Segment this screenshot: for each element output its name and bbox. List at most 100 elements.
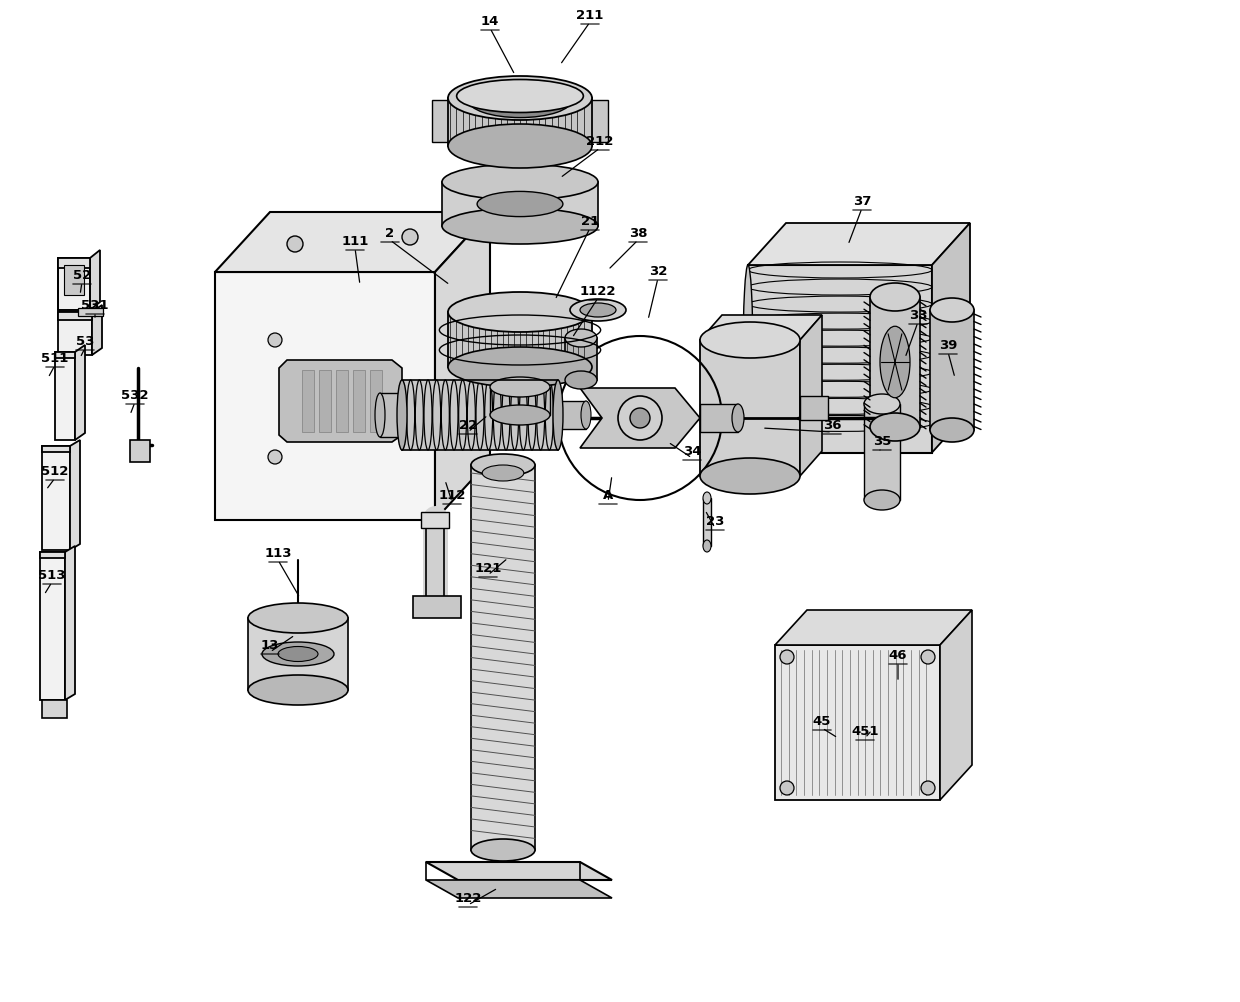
Text: 39: 39 xyxy=(939,339,957,352)
Text: 14: 14 xyxy=(481,15,500,28)
Polygon shape xyxy=(64,546,74,700)
Ellipse shape xyxy=(880,327,910,398)
Ellipse shape xyxy=(448,292,591,332)
Bar xyxy=(379,393,404,437)
Bar xyxy=(558,401,587,429)
Text: 22: 22 xyxy=(459,419,477,432)
Polygon shape xyxy=(58,312,92,320)
Bar xyxy=(42,700,67,718)
Bar xyxy=(402,380,558,450)
Bar xyxy=(448,98,591,146)
Ellipse shape xyxy=(864,394,900,414)
Ellipse shape xyxy=(477,191,563,216)
Polygon shape xyxy=(58,258,91,310)
Text: 111: 111 xyxy=(341,235,368,248)
Circle shape xyxy=(618,396,662,440)
Ellipse shape xyxy=(262,642,334,666)
Polygon shape xyxy=(701,315,822,340)
Text: 32: 32 xyxy=(649,265,667,278)
Bar xyxy=(78,308,103,316)
Polygon shape xyxy=(215,212,490,272)
Ellipse shape xyxy=(490,405,551,425)
Bar xyxy=(336,370,348,432)
Ellipse shape xyxy=(870,283,920,311)
Polygon shape xyxy=(91,250,100,310)
Ellipse shape xyxy=(469,82,572,117)
Text: 113: 113 xyxy=(264,547,291,560)
Bar xyxy=(930,310,973,430)
Text: 36: 36 xyxy=(823,419,841,432)
Bar xyxy=(441,182,598,226)
Text: 34: 34 xyxy=(683,445,702,458)
Ellipse shape xyxy=(448,347,591,387)
Circle shape xyxy=(921,650,935,664)
Ellipse shape xyxy=(482,465,523,481)
Ellipse shape xyxy=(471,839,534,861)
Text: 211: 211 xyxy=(577,9,604,22)
Ellipse shape xyxy=(248,603,348,633)
Ellipse shape xyxy=(570,299,626,321)
Text: 38: 38 xyxy=(629,227,647,240)
Bar xyxy=(370,370,382,432)
Ellipse shape xyxy=(732,404,744,432)
Circle shape xyxy=(268,333,281,347)
Text: 52: 52 xyxy=(73,269,91,282)
Ellipse shape xyxy=(448,76,591,120)
Ellipse shape xyxy=(701,458,800,494)
Text: 532: 532 xyxy=(122,389,149,402)
Bar xyxy=(701,404,738,432)
Text: 45: 45 xyxy=(812,715,831,728)
Bar xyxy=(490,387,551,415)
Text: 35: 35 xyxy=(873,435,892,448)
Bar xyxy=(248,618,348,690)
Polygon shape xyxy=(69,440,81,550)
Bar xyxy=(130,440,150,462)
Polygon shape xyxy=(215,272,435,520)
Ellipse shape xyxy=(456,79,583,112)
Polygon shape xyxy=(92,305,102,355)
Circle shape xyxy=(780,781,794,795)
Text: 13: 13 xyxy=(260,639,279,652)
Text: 21: 21 xyxy=(580,215,599,228)
Polygon shape xyxy=(58,258,91,268)
Bar xyxy=(590,100,608,142)
Bar xyxy=(448,312,591,367)
Text: 112: 112 xyxy=(438,489,466,502)
Ellipse shape xyxy=(553,380,563,450)
Polygon shape xyxy=(427,862,613,880)
Ellipse shape xyxy=(374,393,384,437)
Circle shape xyxy=(268,450,281,464)
Ellipse shape xyxy=(743,265,753,453)
Text: A: A xyxy=(603,489,613,502)
Text: 1122: 1122 xyxy=(580,285,616,298)
Ellipse shape xyxy=(441,208,598,244)
Polygon shape xyxy=(748,223,970,265)
Ellipse shape xyxy=(471,454,534,476)
Bar xyxy=(701,340,800,476)
Polygon shape xyxy=(435,212,490,520)
Polygon shape xyxy=(58,312,92,355)
Circle shape xyxy=(780,650,794,664)
Text: 53: 53 xyxy=(76,335,94,348)
Ellipse shape xyxy=(701,322,800,358)
Ellipse shape xyxy=(582,401,591,429)
Polygon shape xyxy=(42,446,69,550)
Text: 513: 513 xyxy=(38,569,66,582)
Circle shape xyxy=(630,408,650,428)
Text: 23: 23 xyxy=(706,515,724,528)
Bar xyxy=(422,512,449,528)
Polygon shape xyxy=(932,223,970,453)
Circle shape xyxy=(921,781,935,795)
Polygon shape xyxy=(279,360,402,442)
Ellipse shape xyxy=(703,540,711,552)
Bar xyxy=(353,370,365,432)
Bar xyxy=(427,518,444,600)
Bar xyxy=(775,645,940,800)
Text: 33: 33 xyxy=(909,309,928,322)
Ellipse shape xyxy=(565,371,596,389)
Bar xyxy=(870,297,920,427)
Polygon shape xyxy=(55,352,74,440)
Circle shape xyxy=(286,236,303,252)
Text: 512: 512 xyxy=(41,465,68,478)
Text: 531: 531 xyxy=(82,299,109,312)
